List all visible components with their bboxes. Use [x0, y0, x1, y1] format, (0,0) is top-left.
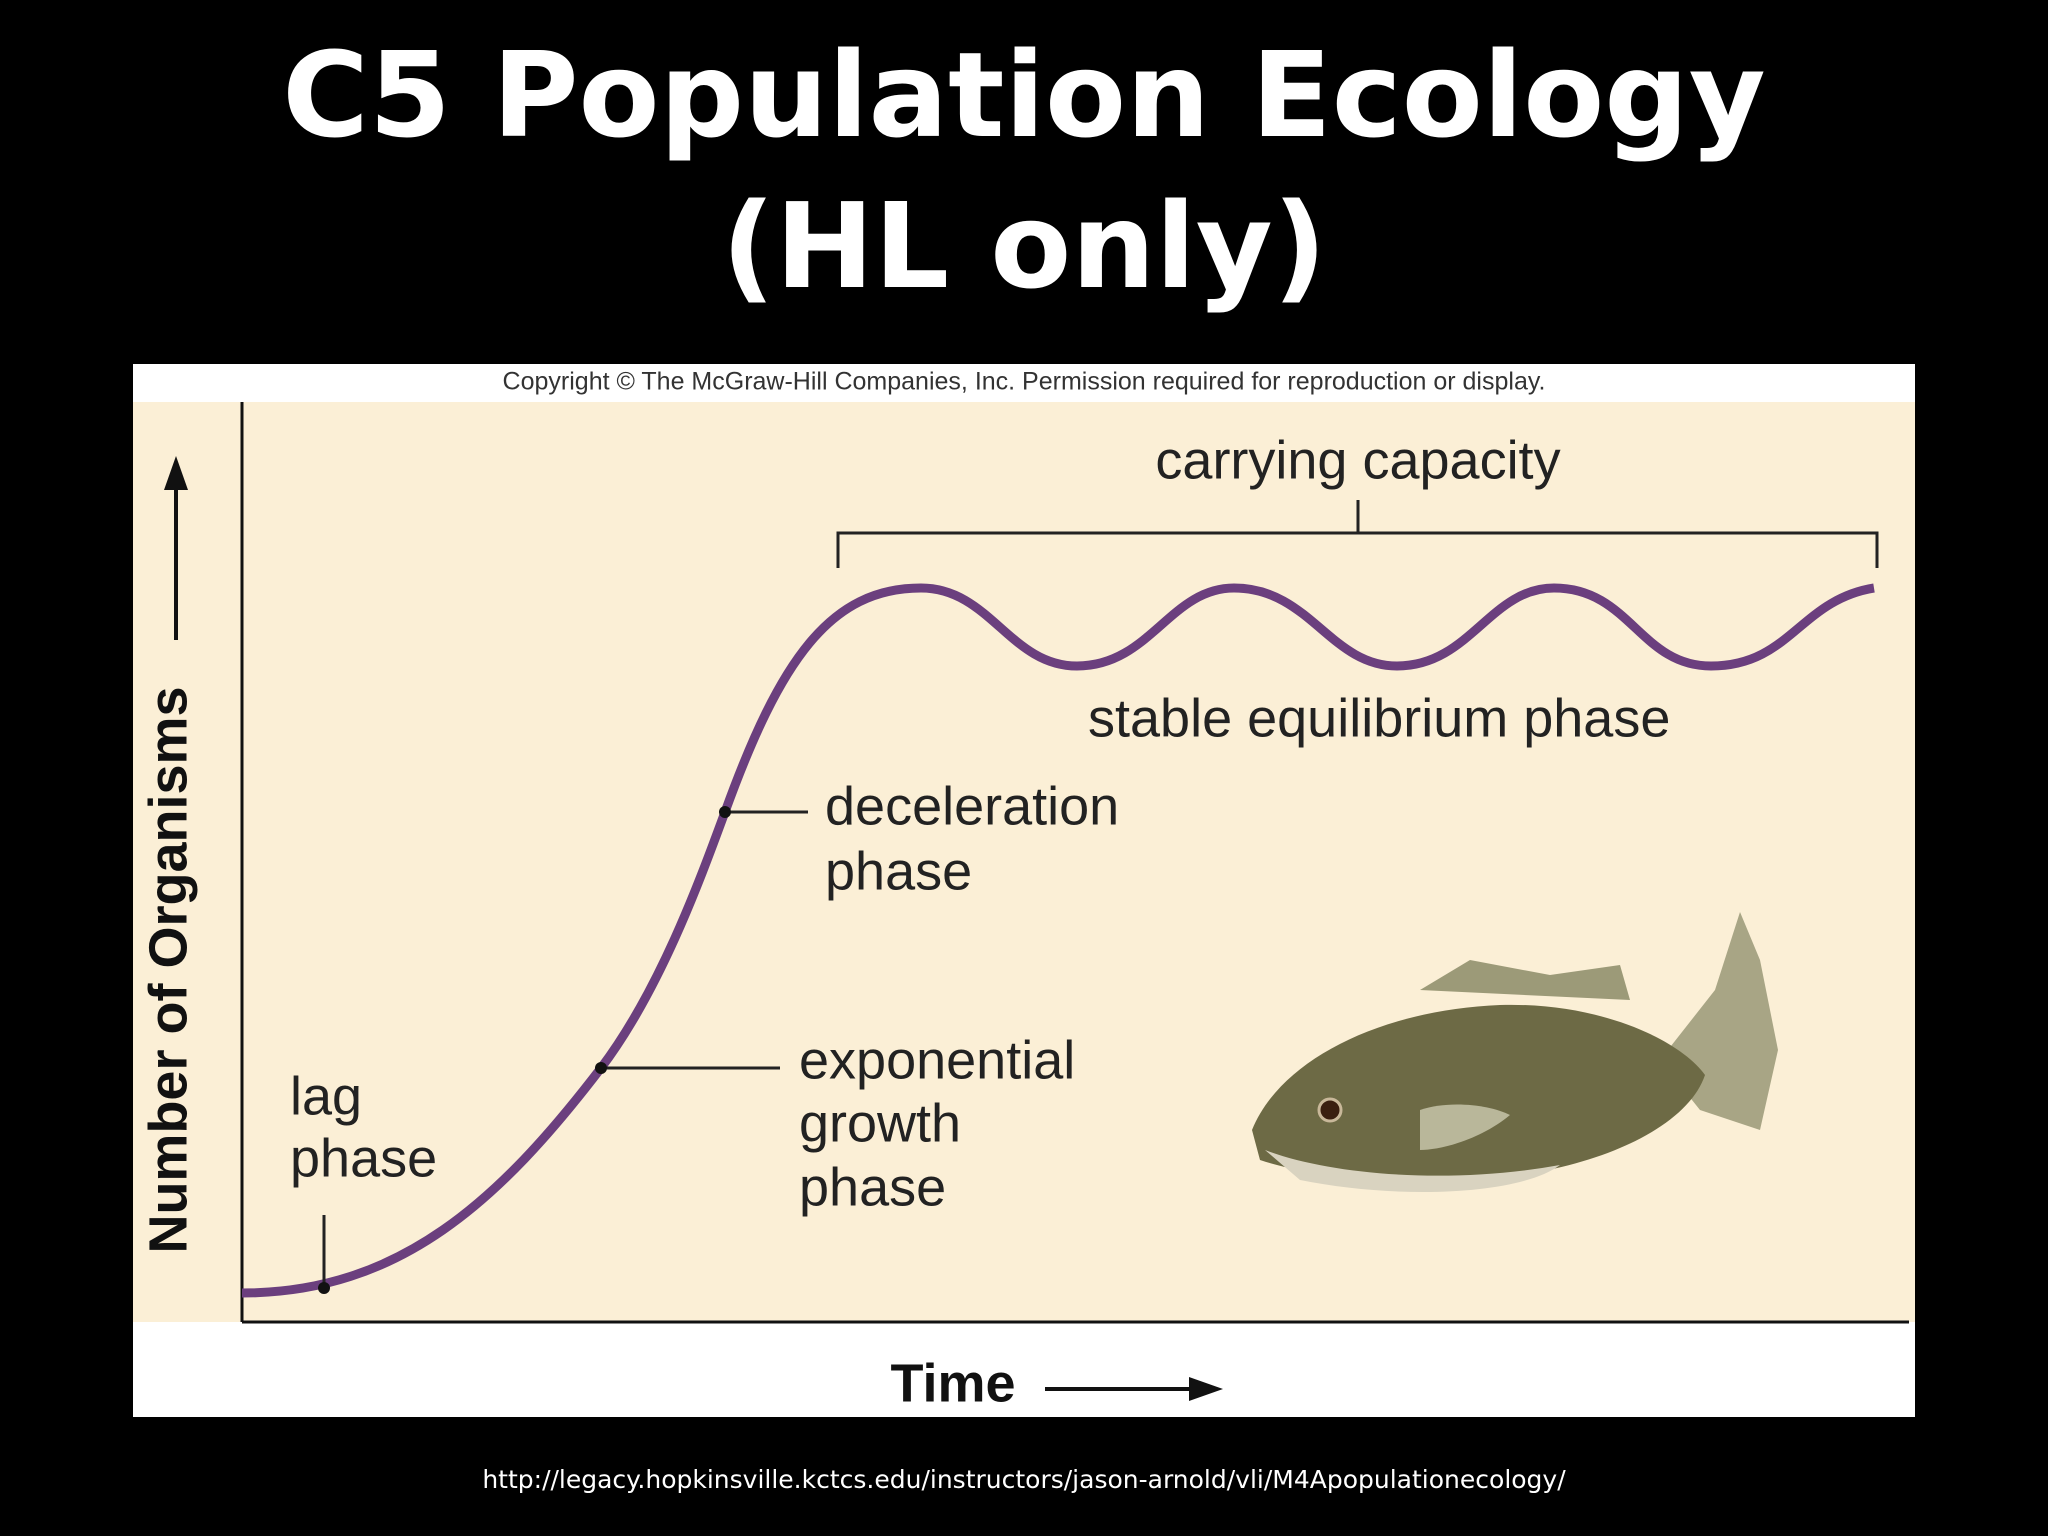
title-line: (HL only) [721, 177, 1326, 315]
bracket [836, 500, 1879, 568]
annotation: exponential [799, 1030, 1075, 1090]
fish-dorsal-fin [1420, 960, 1630, 1000]
plot-area [133, 402, 1915, 1322]
annotation: growth [799, 1093, 961, 1153]
fish-illustration [1252, 912, 1778, 1192]
x-arrowhead [1189, 1377, 1223, 1401]
fish-belly [1265, 1150, 1560, 1192]
y-arrowhead [164, 456, 188, 490]
annotation: lag [290, 1066, 362, 1126]
point [719, 806, 731, 818]
annotation: phase [799, 1157, 946, 1217]
title-line: C5 Population Ecology [282, 26, 1765, 164]
annotation: phase [290, 1128, 437, 1188]
annotation: deceleration [825, 776, 1119, 836]
annotation: stable equilibrium phase [1088, 688, 1670, 748]
annotation: phase [825, 841, 972, 901]
growth-curve [241, 583, 1875, 1298]
point [318, 1282, 330, 1294]
source-url: http://legacy.hopkinsville.kctcs.edu/ins… [482, 1465, 1566, 1494]
point [595, 1062, 607, 1074]
y-axis-label: Number of Organisms [138, 686, 198, 1253]
x-axis-label: Time [890, 1353, 1015, 1413]
fish-pectoral-fin [1420, 1104, 1510, 1150]
fish-body [1252, 1004, 1705, 1180]
fish-eye [1317, 1097, 1343, 1123]
annotation: carrying capacity [1155, 430, 1560, 490]
copyright: Copyright © The McGraw-Hill Companies, I… [503, 368, 1546, 396]
